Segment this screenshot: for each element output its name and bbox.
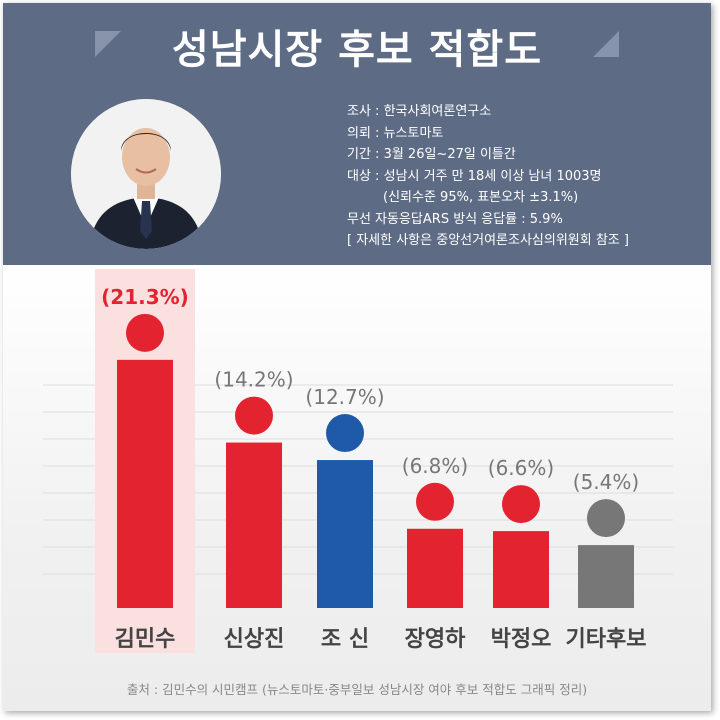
survey-method: 무선 자동응답ARS 방식 응답률 : 5.9% [347, 211, 563, 227]
survey-reference: [ 자세한 사항은 중앙선거여론조사심의위원회 참조 ] [347, 233, 629, 248]
category-label-4: 장영하 [405, 627, 466, 652]
bar-2 [226, 442, 282, 608]
bar-head-5 [502, 485, 540, 524]
source-note: 출처 : 김민수의 시민캠프 (뉴스토마토·중부일보 성남시장 여야 후보 적합… [126, 682, 588, 697]
left-triangle-decoration [95, 31, 121, 57]
survey-client: 의뢰 : 뉴스토마토 [347, 125, 444, 141]
bar-chart: (21.3%) 김민수 (14.2%) 신상진 (12.7%) 조 신 (6.8%) 장영하 (… [43, 269, 673, 653]
bar-3 [317, 460, 373, 608]
survey-period: 기간 : 3월 26일~27일 이틀간 [347, 147, 516, 162]
category-label-1: 김민수 [115, 627, 176, 652]
bar-5 [493, 531, 549, 608]
category-label-5: 박정오 [491, 627, 552, 652]
bar-6 [578, 545, 634, 608]
right-triangle-decoration [593, 31, 619, 57]
data-label-6: (5.4%) [573, 470, 639, 494]
data-label-4: (6.8%) [402, 454, 468, 478]
survey-confidence: (신뢰수준 95%, 표본오차 ±3.1%) [383, 190, 579, 205]
bar-1 [117, 359, 173, 608]
survey-info: 조사 : 한국사회여론연구소 의뢰 : 뉴스토마토 기간 : 3월 26일~27… [347, 101, 687, 252]
bar-head-2 [235, 396, 273, 435]
category-label-3: 조 신 [321, 627, 369, 652]
header-panel: 성남시장 후보 적합도 조사 : 한국사회여론연구소 의뢰 : 뉴스토마토 기간… [3, 3, 711, 265]
data-label-3: (12.7%) [305, 385, 384, 409]
bar-head-3 [326, 414, 364, 453]
category-label-2: 신상진 [224, 627, 285, 652]
category-label-6: 기타후보 [566, 627, 647, 652]
data-label-1: (21.3%) [101, 285, 189, 309]
data-label-2: (14.2%) [214, 368, 293, 392]
bar-head-1 [126, 313, 164, 352]
bar-4 [407, 528, 463, 608]
bar-head-6 [587, 499, 625, 538]
infographic: 성남시장 후보 적합도 조사 : 한국사회여론연구소 의뢰 : 뉴스토마토 기간… [3, 3, 711, 711]
survey-target: 대상 : 성남시 거주 만 18세 이상 남녀 1003명 [347, 168, 602, 184]
survey-org: 조사 : 한국사회여론연구소 [347, 104, 492, 119]
bar-head-4 [416, 482, 454, 521]
data-label-5: (6.6%) [488, 456, 554, 480]
candidate-photo [71, 99, 221, 249]
person-portrait-icon [71, 99, 221, 249]
page-title: 성남시장 후보 적합도 [171, 27, 543, 73]
